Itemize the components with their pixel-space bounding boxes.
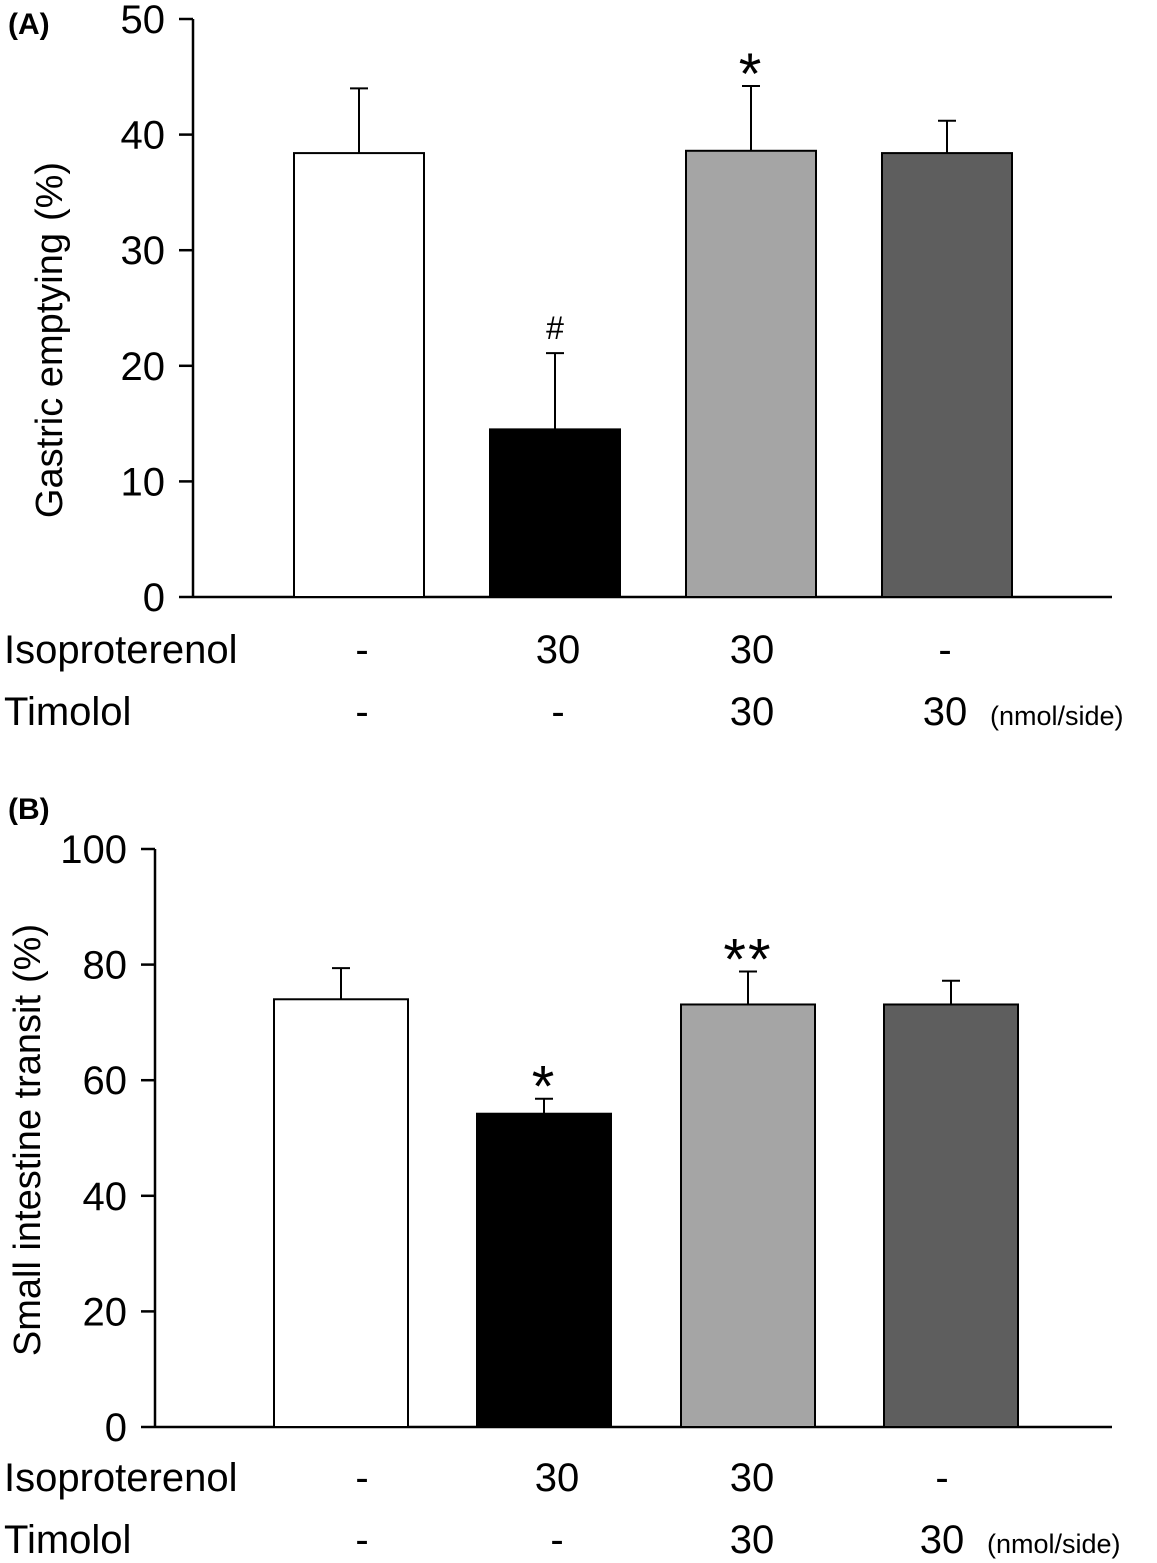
row-label-timolol: Timolol xyxy=(4,690,131,734)
chart-panel-a: (A) Gastric emptying (%) 0 10 20 30 40 50 # * Isopr… xyxy=(4,0,1124,734)
panel-label: (A) xyxy=(8,8,50,41)
dose-value: 30 xyxy=(730,628,775,672)
bar xyxy=(476,1112,612,1428)
y-axis-unit: (%) xyxy=(29,162,71,221)
y-tick-label: 50 xyxy=(121,0,166,42)
dose-value: - xyxy=(938,628,951,672)
panel-label: (B) xyxy=(8,793,50,826)
y-tick-label: 0 xyxy=(105,1406,127,1450)
y-tick-label: 0 xyxy=(143,576,165,620)
y-tick-label: 20 xyxy=(83,1290,128,1334)
row-label-isoproterenol: Isoproterenol xyxy=(4,1456,237,1500)
y-tick-label: 60 xyxy=(83,1059,128,1103)
y-tick-label: 100 xyxy=(60,828,127,872)
dose-value: - xyxy=(550,1518,563,1562)
bar xyxy=(293,152,425,598)
row-label-timolol: Timolol xyxy=(4,1518,131,1562)
y-axis-unit: (%) xyxy=(7,924,49,983)
bar xyxy=(489,428,621,598)
dose-value: - xyxy=(551,690,564,734)
row-label-isoproterenol: Isoproterenol xyxy=(4,628,237,672)
dose-value: - xyxy=(355,690,368,734)
bar xyxy=(680,1003,816,1428)
bar xyxy=(685,149,817,598)
dose-value: - xyxy=(355,1456,368,1500)
dose-value: 30 xyxy=(923,690,968,734)
dose-unit-label: (nmol/side) xyxy=(990,701,1124,731)
dose-value: 30 xyxy=(730,1518,775,1562)
dose-value: 30 xyxy=(920,1518,965,1562)
y-tick-label: 20 xyxy=(121,345,166,389)
y-tick-label: 10 xyxy=(121,460,166,504)
dose-value: - xyxy=(355,628,368,672)
y-axis-title: Small intestine transit (%) xyxy=(7,924,49,1356)
y-tick-label: 40 xyxy=(121,114,166,158)
dose-value: 30 xyxy=(730,690,775,734)
bar xyxy=(273,998,409,1429)
y-tick-label: 30 xyxy=(121,229,166,273)
dose-value: - xyxy=(935,1456,948,1500)
significance-marker: * xyxy=(532,1055,557,1120)
dose-value: 30 xyxy=(730,1456,775,1500)
y-axis-title: Gastric emptying (%) xyxy=(29,162,71,518)
significance-marker: * xyxy=(739,42,764,107)
chart-panel-b: (B) Small intestine transit (%) 0 20 40 60 80 10… xyxy=(4,793,1121,1562)
bar xyxy=(881,152,1013,598)
dose-unit-label: (nmol/side) xyxy=(987,1529,1121,1559)
dose-value: 30 xyxy=(536,628,581,672)
y-axis-label: Gastric emptying xyxy=(29,233,71,518)
significance-marker: ** xyxy=(723,928,772,993)
dose-value: 30 xyxy=(535,1456,580,1500)
bar xyxy=(883,1003,1019,1428)
y-tick-label: 80 xyxy=(83,944,128,988)
significance-marker: # xyxy=(546,310,564,346)
dose-value: - xyxy=(355,1518,368,1562)
y-tick-label: 40 xyxy=(83,1175,128,1219)
y-axis-label: Small intestine transit xyxy=(7,995,49,1357)
